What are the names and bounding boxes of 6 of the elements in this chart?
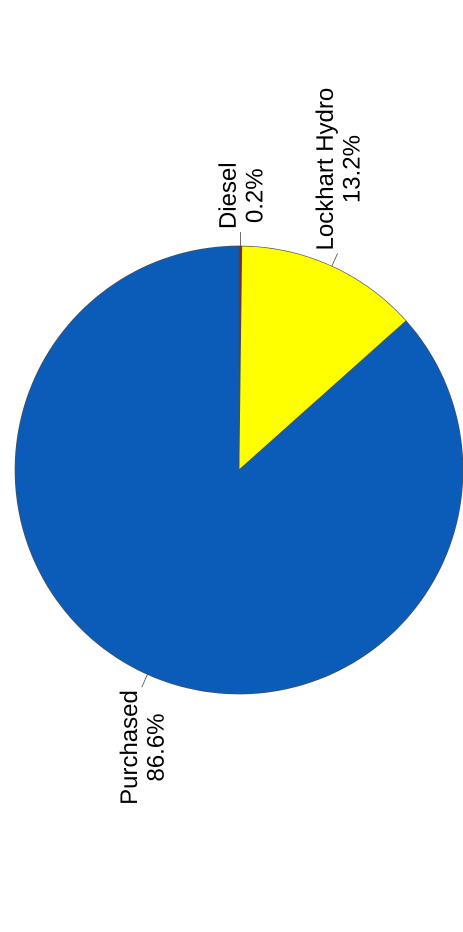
- data-label: 86.6%: [146, 714, 164, 781]
- slice-label: Lockhart Hydro: [315, 88, 338, 248]
- slice-label: Purchased: [119, 692, 138, 803]
- data-label: 13.2%: [342, 136, 360, 202]
- data-label: 0.2%: [245, 169, 262, 222]
- slice-label: Diesel: [218, 164, 236, 228]
